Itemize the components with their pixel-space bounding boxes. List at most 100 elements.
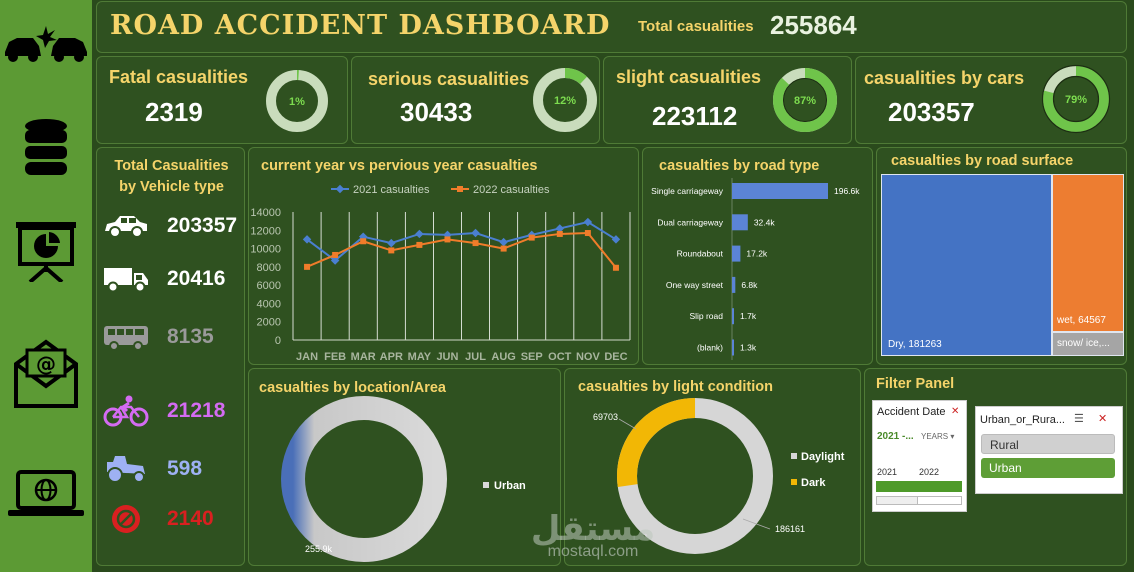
vehicle-row-truck: 20416 <box>103 261 243 297</box>
total-casualties-label: Total casualities <box>638 18 754 35</box>
x-tick-label: JAN <box>296 351 318 363</box>
y-tick-label: 14000 <box>250 207 281 219</box>
road-type-panel: casualties by road type Single carriagew… <box>642 147 873 365</box>
vehicle-row-bicycle: 21218 <box>103 393 243 429</box>
treemap-wet[interactable]: wet, 64567 <box>1052 174 1124 332</box>
treemap-dry[interactable]: Dry, 181263 <box>881 174 1052 356</box>
dashboard-title: ROAD ACCIDENT DASHBOARD <box>110 10 611 41</box>
slicer-option-urban[interactable]: Urban <box>981 458 1115 478</box>
x-tick-label: AUG <box>491 351 515 363</box>
data-point <box>360 238 367 245</box>
data-point <box>471 228 480 238</box>
treemap-snow[interactable]: snow/ ice,... <box>1052 332 1124 356</box>
bar <box>732 183 828 199</box>
clear-filter-icon[interactable]: ✕ <box>1098 413 1108 425</box>
date-range-label: 2021 -... <box>877 431 914 442</box>
y-tick-label: 8000 <box>257 262 281 274</box>
light-title: casualties by light condition <box>578 379 773 395</box>
bar-category-label: (blank) <box>697 343 723 353</box>
clear-filter-icon[interactable]: ✕ <box>951 406 960 417</box>
location-title: casualties by location/Area <box>259 380 446 396</box>
donut-dark[interactable] <box>617 398 773 554</box>
bar-value-label: 6.8k <box>741 280 758 290</box>
kpi-ring: 1% <box>266 70 328 132</box>
kpi-ring: 12% <box>533 68 597 132</box>
data-point <box>388 247 395 254</box>
data-point <box>330 256 340 265</box>
kpi-label: casualities by cars <box>864 68 1025 88</box>
data-point <box>416 241 423 248</box>
bar-value-label: 17.2k <box>746 249 768 259</box>
road-surface-panel: casualties by road surface Dry, 181263 w… <box>876 147 1127 365</box>
bar-category-label: Roundabout <box>677 249 724 259</box>
kpi-value: 223112 <box>652 101 738 131</box>
slicer-option-rural[interactable]: Rural <box>981 434 1115 454</box>
kpi-label: serious casualities <box>368 69 530 89</box>
kpi-label: slight casualities <box>616 67 762 87</box>
svg-text:@: @ <box>36 352 56 376</box>
legend-urban-label: Urban <box>494 480 526 492</box>
presentation-icon[interactable] <box>0 220 92 282</box>
year-label-2022: 2022 <box>919 467 940 477</box>
date-unit-select[interactable]: YEARS ▾ <box>921 432 955 441</box>
kpi-value: 203357 <box>888 97 975 127</box>
road-surface-title: casualties by road surface <box>891 153 1074 169</box>
legend-urban-swatch <box>483 482 489 488</box>
kpi-value: 2319 <box>145 97 203 127</box>
vehicle-value: 8135 <box>167 325 214 348</box>
bar-value-label: 1.3k <box>740 343 757 353</box>
x-tick-label: SEP <box>521 351 543 363</box>
car-icon <box>105 216 147 238</box>
bar <box>732 214 748 231</box>
header-bar <box>96 1 1127 53</box>
y-tick-label: 10000 <box>250 244 281 256</box>
x-tick-label: DEC <box>604 351 627 363</box>
x-tick-label: MAY <box>408 351 432 363</box>
data-point <box>500 245 507 252</box>
bar-category-label: Slip road <box>689 311 723 321</box>
data-point <box>332 251 339 258</box>
data-point <box>415 229 424 239</box>
area-slicer-title: Urban_or_Rura... <box>980 414 1065 426</box>
bar-category-label: Dual carriageway <box>657 217 723 227</box>
kpi-ring: 87% <box>773 68 837 132</box>
area-slicer[interactable]: Urban_or_Rura... ☰ ✕ Rural Urban <box>975 406 1123 494</box>
y-tick-label: 2000 <box>257 317 281 329</box>
other-vehicle-icon <box>112 505 140 533</box>
legend-label: 2022 casualties <box>473 184 550 196</box>
dark-data-label: 69703 <box>593 412 618 422</box>
vehicle-row-bus: 8135 <box>103 319 243 355</box>
legend-label: 2021 casualties <box>353 184 430 196</box>
year-label-2021: 2021 <box>877 467 898 477</box>
date-slicer[interactable]: Accident Date ✕ 2021 -... YEARS ▾ 2021 2… <box>872 400 967 512</box>
data-point <box>499 237 508 247</box>
kpi-label: Fatal casualities <box>109 67 249 87</box>
kpi-card-serious: serious casualities 30433 12% <box>351 56 600 144</box>
vehicle-title-line1: Total Casualities <box>114 158 229 174</box>
y-tick-label: 6000 <box>257 280 281 292</box>
vehicle-value: 2140 <box>167 507 214 530</box>
treemap-snow-label: snow/ ice,... <box>1057 338 1110 349</box>
light-panel: casualties by light condition 69703 1861… <box>531 368 861 566</box>
x-tick-label: MAR <box>351 351 376 363</box>
data-point <box>611 235 621 244</box>
series-line-2021 <box>306 220 617 262</box>
bar-category-label: One way street <box>666 280 724 290</box>
filter-title: Filter Panel <box>876 376 955 392</box>
data-point <box>304 263 311 270</box>
x-tick-label: APR <box>380 351 403 363</box>
database-icon[interactable] <box>0 118 92 176</box>
car-crash-icon[interactable] <box>0 24 92 64</box>
bar-value-label: 196.6k <box>834 186 860 196</box>
timeline-scrollbar[interactable] <box>876 496 962 505</box>
kpi-card-cars: casualities by cars 203357 79% <box>855 56 1127 144</box>
data-point <box>444 236 451 243</box>
email-icon[interactable]: @ <box>0 338 92 410</box>
x-tick-label: OCT <box>548 351 572 363</box>
laptop-icon[interactable] <box>0 470 92 518</box>
multi-select-icon[interactable]: ☰ <box>1074 413 1084 425</box>
donut-urban[interactable] <box>281 396 447 562</box>
treemap-wet-label: wet, 64567 <box>1057 315 1106 326</box>
vehicle-value: 203357 <box>167 214 238 237</box>
timeline-bar[interactable] <box>876 481 962 492</box>
